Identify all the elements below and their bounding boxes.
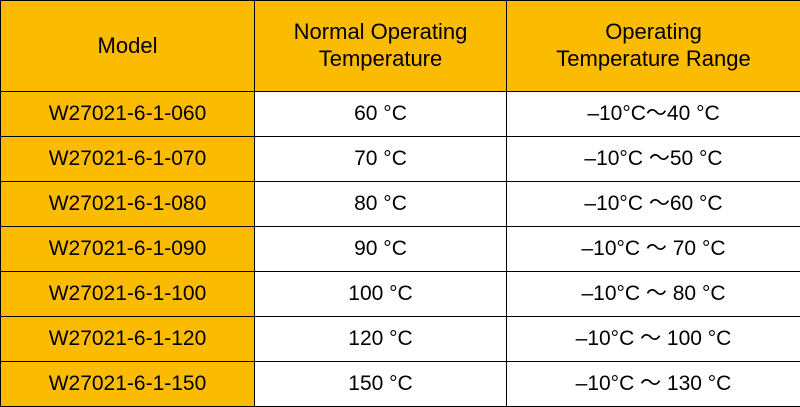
header-model-label: Model [97,32,158,58]
header-normal-line-1: Normal Operating [293,19,468,45]
model-cell: W27021-6-1-090 [0,225,255,272]
model-cell: W27021-6-1-150 [0,360,255,407]
table-row: W27021-6-1-100 100 °C –10°C ～ 80 °C [0,270,800,317]
temp-range-cell: –10°C ～50 °C [506,136,800,182]
normal-temp-cell: 60 °C [254,91,507,137]
table-row: W27021-6-1-120 120 °C –10°C ～ 100 °C [0,315,800,362]
table-row: W27021-6-1-060 60 °C –10°C～40 °C [0,91,800,137]
normal-temp-cell: 150 °C [254,360,507,407]
table-row: W27021-6-1-070 70 °C –10°C ～50 °C [0,136,800,182]
normal-temp-cell: 70 °C [254,136,507,182]
normal-temp-cell: 90 °C [254,225,507,272]
model-cell: W27021-6-1-120 [0,315,255,362]
temp-range-cell: –10°C～40 °C [506,91,800,137]
table-row: W27021-6-1-080 80 °C –10°C ～60 °C [0,180,800,227]
table-header-row: Model Normal Operating Temperature Opera… [0,0,800,93]
temp-range-cell: –10°C ～ 80 °C [506,270,800,317]
header-normal-operating-temperature: Normal Operating Temperature [254,0,507,93]
temp-range-cell: –10°C ～ 100 °C [506,315,800,362]
header-operating-temperature-range: Operating Temperature Range [506,0,800,93]
temp-range-cell: –10°C ～60 °C [506,180,800,227]
model-cell: W27021-6-1-100 [0,270,255,317]
normal-temp-cell: 120 °C [254,315,507,362]
header-model: Model [0,0,255,93]
model-cell: W27021-6-1-060 [0,91,255,137]
header-range-line-1: Operating [605,19,702,45]
model-cell: W27021-6-1-080 [0,180,255,227]
model-cell: W27021-6-1-070 [0,136,255,182]
header-normal-line-2: Temperature [318,46,443,71]
normal-temp-cell: 80 °C [254,180,507,227]
temp-range-cell: –10°C ～ 70 °C [506,225,800,272]
temp-range-cell: –10°C ～ 130 °C [506,360,800,407]
normal-temp-cell: 100 °C [254,270,507,317]
table-row: W27021-6-1-090 90 °C –10°C ～ 70 °C [0,225,800,272]
table-row: W27021-6-1-150 150 °C –10°C ～ 130 °C [0,360,800,407]
header-range-line-2: Temperature Range [556,46,751,71]
